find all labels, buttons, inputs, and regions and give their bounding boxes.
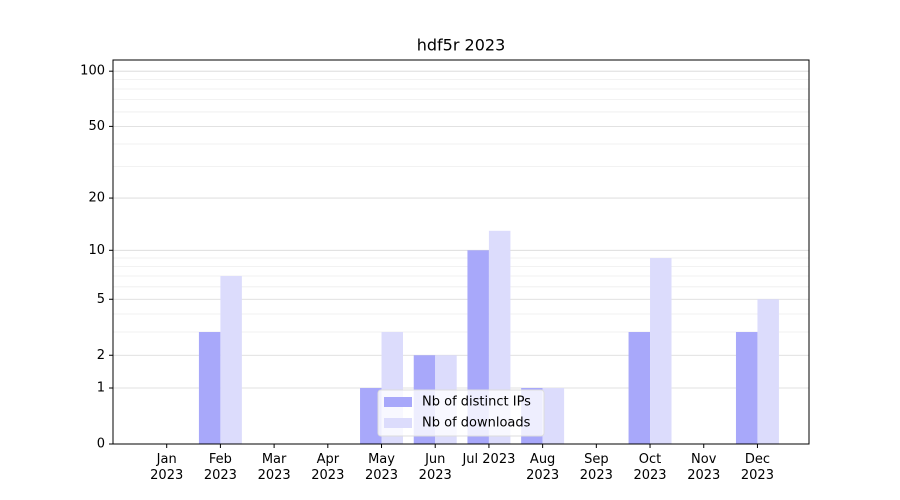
- x-tick-label: Mar 2023: [257, 452, 291, 483]
- x-tick-label: Nov 2023: [687, 452, 721, 483]
- y-tick-label: 1: [97, 381, 105, 396]
- x-tick-label: Dec 2023: [740, 452, 774, 483]
- y-tick-label: 50: [88, 119, 105, 134]
- bar: [735, 332, 758, 444]
- legend: Nb of distinct IPs Nb of downloads: [377, 389, 545, 437]
- x-tick-label: Sep 2023: [579, 452, 613, 483]
- y-tick-label: 5: [97, 292, 105, 307]
- legend-swatch: [384, 418, 412, 428]
- y-tick-label: 10: [88, 243, 105, 258]
- x-tick-label: Apr 2023: [311, 452, 345, 483]
- bar: [220, 276, 242, 444]
- x-tick-label: Aug 2023: [526, 452, 560, 483]
- x-tick-label: Jan 2023: [150, 452, 184, 483]
- bar: [650, 257, 672, 444]
- x-tick-label: Feb 2023: [203, 452, 237, 483]
- bar: [360, 388, 382, 444]
- y-tick-label: 2: [97, 348, 105, 363]
- bar: [757, 299, 779, 444]
- bar: [198, 332, 221, 444]
- y-tick-label: 20: [88, 191, 105, 206]
- x-tick-label: Jun 2023: [418, 452, 452, 483]
- y-tick-label: 100: [80, 64, 105, 79]
- legend-swatch: [384, 397, 412, 407]
- legend-label: Nb of distinct IPs: [422, 395, 531, 410]
- plot-frame: [112, 59, 810, 445]
- bar: [628, 332, 651, 444]
- legend-box: [377, 389, 545, 437]
- bar: [542, 388, 565, 444]
- legend-label: Nb of downloads: [422, 416, 531, 431]
- chart-title: hdf5r 2023: [417, 36, 506, 55]
- y-tick-label: 0: [97, 437, 105, 452]
- x-tick-label: Jul 2023: [462, 452, 516, 467]
- x-tick-label: Oct 2023: [633, 452, 667, 483]
- x-tick-label: May 2023: [364, 452, 399, 483]
